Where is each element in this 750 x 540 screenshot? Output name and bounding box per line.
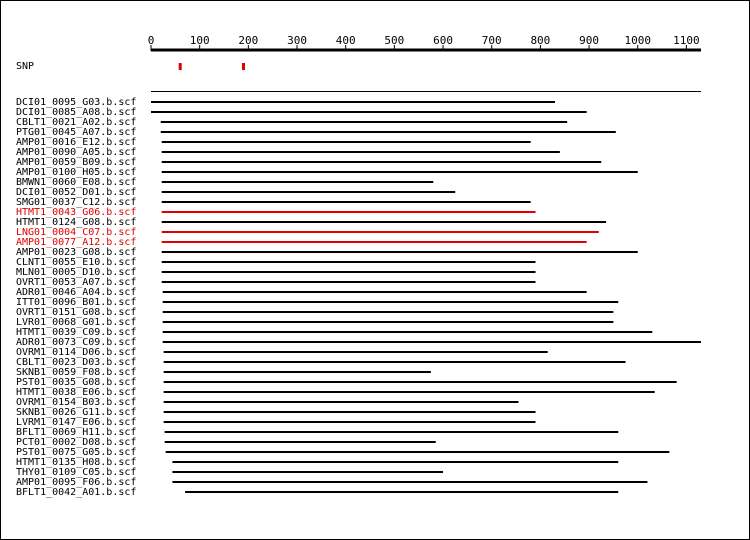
read-label[interactable]: OVRM1_0154_B03.b.scf <box>16 397 136 408</box>
read-label[interactable]: AMP01_0016_E12.b.scf <box>16 137 136 148</box>
read-label[interactable]: HTMT1_0124_G08.b.scf <box>16 217 136 228</box>
read-label[interactable]: SKNB1_0059_F08.b.scf <box>16 367 136 378</box>
read-label[interactable]: ITT01_0096_B01.b.scf <box>16 297 136 308</box>
read-label[interactable]: MLN01_0005_D10.b.scf <box>16 267 136 278</box>
read-label[interactable]: BMWN1_0060_E08.b.scf <box>16 177 136 188</box>
ruler-tick-label: 1000 <box>624 34 651 47</box>
ruler-tick-label: 100 <box>190 34 210 47</box>
ruler-tick-label: 800 <box>530 34 550 47</box>
ruler-tick-label: 200 <box>238 34 258 47</box>
read-label[interactable]: BFLT1_0042_A01.b.scf <box>16 487 136 498</box>
read-label[interactable]: DCI01_0085_A08.b.scf <box>16 107 136 118</box>
read-label[interactable]: LNG01_0004_C07.b.scf <box>16 227 136 238</box>
read-label[interactable]: AMP01_0023_G08.b.scf <box>16 247 136 258</box>
read-label[interactable]: AMP01_0059_B09.b.scf <box>16 157 136 168</box>
read-label[interactable]: ADR01_0073_C09.b.scf <box>16 337 136 348</box>
read-label[interactable]: AMP01_0090_A05.b.scf <box>16 147 136 158</box>
ruler-tick-label: 1100 <box>673 34 700 47</box>
read-label[interactable]: DCI01_0095_G03.b.scf <box>16 97 136 108</box>
read-label[interactable]: HTMT1_0039_C09.b.scf <box>16 327 136 338</box>
read-label[interactable]: OVRT1_0151_G08.b.scf <box>16 307 136 318</box>
read-label[interactable]: CLNT1_0055_E10.b.scf <box>16 257 136 268</box>
ruler-tick-label: 900 <box>579 34 599 47</box>
ruler-tick-label: 700 <box>482 34 502 47</box>
read-label[interactable]: BFLT1_0069_H11.b.scf <box>16 427 136 438</box>
ruler-tick-label: 400 <box>336 34 356 47</box>
read-label[interactable]: LVR01_0068_G01.b.scf <box>16 317 136 328</box>
read-label[interactable]: AMP01_0100_H05.b.scf <box>16 167 136 178</box>
read-label[interactable]: OVRM1_0114_D06.b.scf <box>16 347 136 358</box>
read-label[interactable]: OVRT1_0053_A07.b.scf <box>16 277 136 288</box>
ruler-tick-label: 0 <box>148 34 155 47</box>
snp-label: SNP <box>16 61 34 72</box>
read-label[interactable]: PCT01_0002_D08.b.scf <box>16 437 136 448</box>
read-label[interactable]: SKNB1_0026_G11.b.scf <box>16 407 136 418</box>
read-label[interactable]: CBLT1_0021_A02.b.scf <box>16 117 136 128</box>
ruler-tick-label: 600 <box>433 34 453 47</box>
read-label[interactable]: PST01_0035_G08.b.scf <box>16 377 136 388</box>
read-label[interactable]: HTMT1_0135_H08.b.scf <box>16 457 136 468</box>
read-label[interactable]: AMP01_0077_A12.b.scf <box>16 237 136 248</box>
read-label[interactable]: DCI01_0052_D01.b.scf <box>16 187 136 198</box>
read-label[interactable]: CBLT1_0023_D03.b.scf <box>16 357 136 368</box>
read-label[interactable]: ADR01_0046_A04.b.scf <box>16 287 136 298</box>
read-label[interactable]: LVRM1_0147_E06.b.scf <box>16 417 136 428</box>
snp-marker <box>241 63 245 70</box>
read-label[interactable]: THY01_0109_C05.b.scf <box>16 467 136 478</box>
read-label[interactable]: SMG01_0037_C12.b.scf <box>16 197 136 208</box>
read-label[interactable]: HTMT1_0043_G06.b.scf <box>16 207 136 218</box>
read-label[interactable]: AMP01_0095_F06.b.scf <box>16 477 136 488</box>
ruler-tick-label: 300 <box>287 34 307 47</box>
read-label[interactable]: HTMT1_0038_E06.b.scf <box>16 387 136 398</box>
read-label[interactable]: PTG01_0045_A07.b.scf <box>16 127 136 138</box>
read-label[interactable]: PST01_0075_G05.b.scf <box>16 447 136 458</box>
ruler-tick-label: 500 <box>384 34 404 47</box>
snp-marker <box>178 63 182 70</box>
